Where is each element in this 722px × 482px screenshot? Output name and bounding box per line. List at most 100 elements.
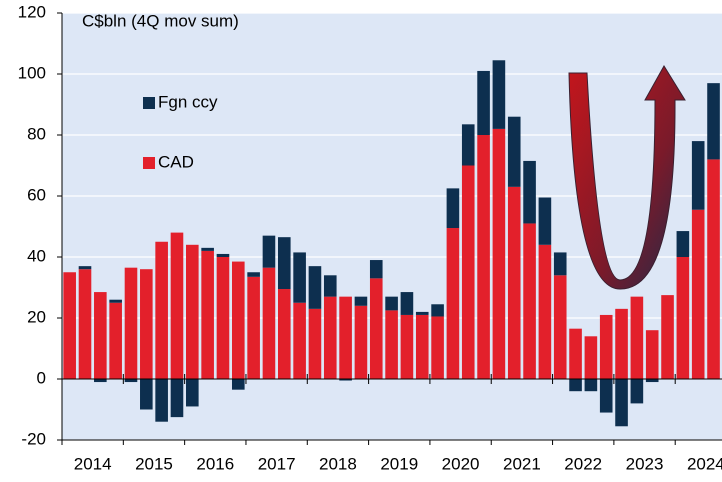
bar-segment — [507, 186, 521, 379]
bar-segment — [431, 316, 444, 379]
bar-segment — [323, 275, 337, 297]
bar-segment — [262, 235, 276, 268]
legend-swatch — [143, 97, 155, 109]
bar-segment — [109, 302, 122, 379]
y-tick-label: 120 — [18, 2, 46, 21]
bar-segment — [584, 379, 598, 392]
x-tick-label: 2021 — [503, 454, 541, 473]
bar-segment — [170, 232, 184, 379]
bar-segment — [247, 276, 260, 379]
bar-segment — [615, 308, 628, 379]
bar-segment — [599, 314, 613, 379]
bar-segment — [277, 237, 291, 290]
bar-segment — [78, 266, 92, 270]
bar-segment — [293, 252, 306, 303]
bar-segment — [155, 241, 168, 379]
y-tick-label: 0 — [37, 368, 46, 387]
legend-swatch — [143, 157, 155, 169]
legend-label: Fgn ccy — [158, 92, 218, 111]
bar-segment — [247, 272, 260, 277]
bar-segment — [538, 197, 552, 245]
bar-segment — [415, 311, 429, 315]
bar-segment — [507, 116, 521, 187]
y-axis-label: C$bln (4Q mov sum) — [82, 11, 239, 30]
bar-segment — [124, 379, 138, 383]
bars — [63, 60, 720, 427]
bar-segment — [645, 330, 659, 379]
bar-segment — [400, 292, 414, 315]
legend-label: CAD — [158, 152, 194, 171]
bar-segment — [707, 159, 720, 379]
x-tick-label: 2017 — [258, 454, 296, 473]
bar-segment — [63, 272, 76, 379]
bar-segment — [170, 379, 184, 418]
bar-segment — [78, 269, 92, 379]
bar-segment — [584, 336, 598, 379]
bar-segment — [308, 266, 322, 309]
bar-segment — [94, 379, 107, 383]
y-tick-label: 60 — [27, 185, 46, 204]
bar-segment — [446, 188, 460, 229]
bar-segment — [216, 253, 230, 257]
bar-segment — [553, 252, 567, 276]
bar-segment — [186, 244, 199, 379]
bar-segment — [262, 267, 276, 379]
bar-segment — [216, 257, 230, 379]
bar-segment — [385, 310, 398, 379]
y-tick-label: 20 — [27, 307, 46, 326]
bar-segment — [630, 379, 644, 404]
bar-segment — [109, 299, 122, 303]
x-tick-label: 2023 — [626, 454, 664, 473]
bar-segment — [569, 379, 582, 392]
bar-segment — [446, 228, 460, 379]
bar-segment — [477, 70, 490, 135]
bar-segment — [308, 308, 322, 379]
bar-segment — [354, 305, 368, 379]
bar-segment — [676, 231, 690, 257]
bar-segment — [155, 379, 168, 422]
x-tick-label: 2018 — [319, 454, 357, 473]
x-tick-label: 2014 — [74, 454, 112, 473]
bar-segment — [140, 269, 153, 379]
bar-segment — [691, 141, 705, 210]
bar-segment — [231, 261, 245, 379]
bar-segment — [385, 296, 398, 311]
bar-segment — [415, 314, 429, 379]
bar-segment — [94, 292, 107, 379]
bar-segment — [523, 223, 536, 379]
bar-segment — [492, 128, 506, 379]
y-tick-label: 80 — [27, 124, 46, 143]
bar-segment — [339, 296, 352, 379]
axes: -20 0 20 40 60 80 100 120 2014 2015 2016 2017 2018 20… — [18, 2, 722, 473]
bar-segment — [186, 379, 199, 407]
x-tick-label: 2019 — [380, 454, 418, 473]
x-tick-label: 2016 — [196, 454, 234, 473]
bar-segment — [615, 379, 628, 427]
x-tick-label: 2022 — [564, 454, 602, 473]
bar-segment — [140, 379, 153, 410]
decorative-arrow — [568, 65, 686, 290]
bar-segment — [661, 295, 674, 379]
bar-segment — [277, 289, 291, 379]
bar-segment — [569, 328, 582, 379]
bar-segment — [707, 83, 720, 160]
bar-segment — [691, 209, 705, 379]
bar-segment — [492, 60, 506, 129]
bar-segment — [676, 257, 690, 379]
y-tick-label: 40 — [27, 246, 46, 265]
bar-segment — [461, 165, 475, 379]
bar-segment — [599, 379, 613, 413]
bar-segment — [369, 278, 383, 379]
legend: Fgn ccy CAD — [143, 92, 218, 171]
bar-segment — [124, 267, 138, 379]
bar-segment — [538, 244, 552, 379]
bar-segment — [293, 302, 306, 379]
bar-segment — [461, 124, 475, 166]
bar-segment — [630, 296, 644, 379]
bar-segment — [323, 296, 337, 379]
bar-segment — [201, 247, 214, 251]
bar-segment — [553, 275, 567, 379]
bar-segment — [523, 160, 536, 224]
bar-segment — [369, 260, 383, 279]
